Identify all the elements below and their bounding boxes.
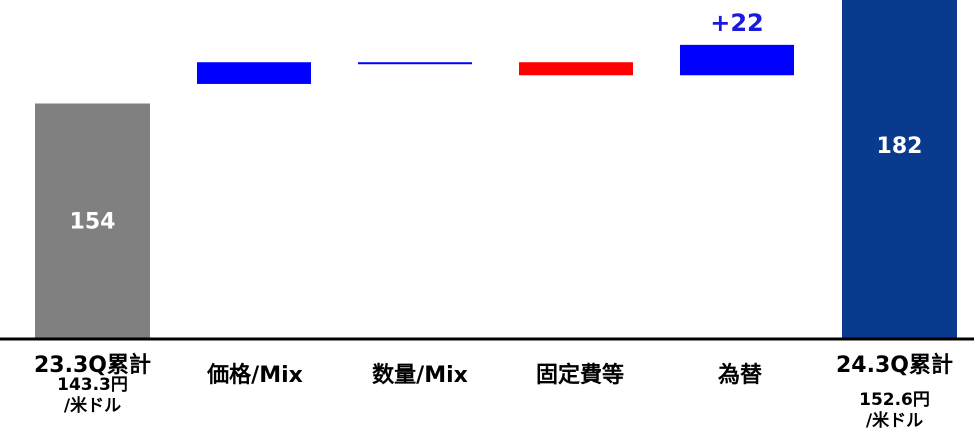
end-rate-unit-label: /米ドル [815, 411, 974, 432]
category-label-end: 24.3Q累計 [815, 347, 974, 379]
category-label-fx: 為替 [665, 357, 815, 389]
start-rate-unit-label: /米ドル [10, 396, 175, 417]
end-rate-label: 152.6円 [815, 390, 974, 411]
bar-end [842, 0, 957, 338]
bar-step-4 [680, 45, 794, 75]
start-rate-label: 143.3円 [10, 375, 175, 396]
category-label-fixed-costs: 固定費等 [505, 357, 655, 389]
bar-end-value-label: 182 [877, 134, 923, 159]
bar-step-3 [519, 62, 633, 75]
bar-step-1 [197, 62, 311, 84]
bar-start-value-label: 154 [70, 210, 116, 235]
category-label-price-mix: 価格/Mix [180, 357, 330, 389]
bar-step-4-value-label: +22 [710, 9, 764, 37]
bar-step-2 [358, 62, 472, 64]
category-label-volume-mix: 数量/Mix [345, 357, 495, 389]
